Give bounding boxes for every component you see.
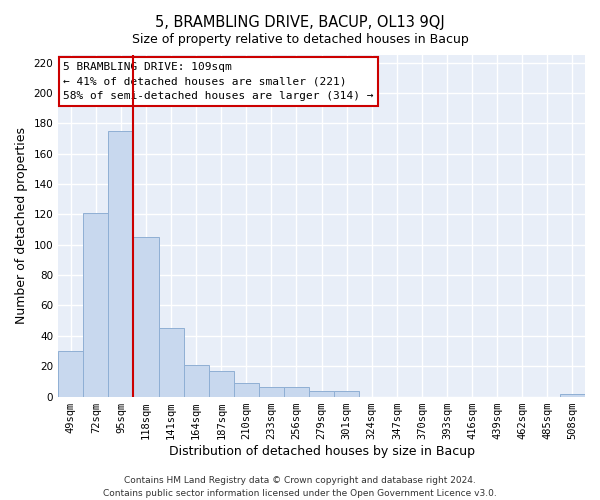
Bar xyxy=(184,364,209,396)
Bar xyxy=(560,394,585,396)
X-axis label: Distribution of detached houses by size in Bacup: Distribution of detached houses by size … xyxy=(169,444,475,458)
Text: Size of property relative to detached houses in Bacup: Size of property relative to detached ho… xyxy=(131,32,469,46)
Bar xyxy=(284,388,309,396)
Bar xyxy=(133,237,158,396)
Bar xyxy=(334,390,359,396)
Text: 5, BRAMBLING DRIVE, BACUP, OL13 9QJ: 5, BRAMBLING DRIVE, BACUP, OL13 9QJ xyxy=(155,15,445,30)
Bar xyxy=(109,131,133,396)
Bar xyxy=(234,383,259,396)
Bar xyxy=(158,328,184,396)
Text: 5 BRAMBLING DRIVE: 109sqm
← 41% of detached houses are smaller (221)
58% of semi: 5 BRAMBLING DRIVE: 109sqm ← 41% of detac… xyxy=(64,62,374,102)
Y-axis label: Number of detached properties: Number of detached properties xyxy=(15,128,28,324)
Text: Contains HM Land Registry data © Crown copyright and database right 2024.
Contai: Contains HM Land Registry data © Crown c… xyxy=(103,476,497,498)
Bar xyxy=(309,390,334,396)
Bar xyxy=(209,371,234,396)
Bar xyxy=(58,351,83,397)
Bar xyxy=(83,213,109,396)
Bar xyxy=(259,388,284,396)
